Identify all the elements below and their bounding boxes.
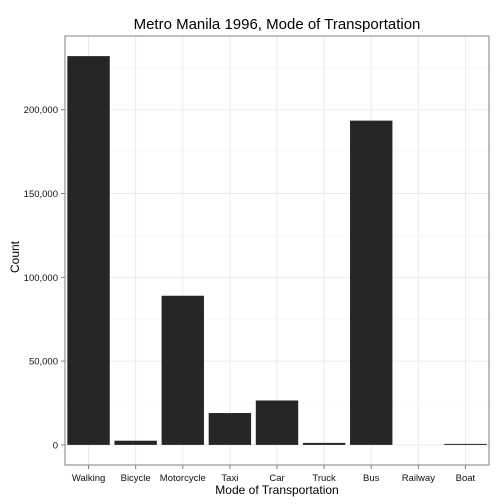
bar-walking [67,56,110,445]
y-tick-label: 0 [53,440,58,451]
chart-title: Metro Manila 1996, Mode of Transportatio… [134,16,421,33]
x-tick-label: Bus [363,473,380,484]
y-tick-label: 150,000 [24,189,58,200]
bar-bus [350,120,393,445]
y-tick-label: 100,000 [24,273,58,284]
x-tick-label: Railway [402,473,436,484]
x-tick-label: Motorcycle [160,473,206,484]
bar-motorcycle [161,295,204,445]
bar-taxi [208,413,252,445]
x-tick-label: Boat [456,473,476,484]
x-tick-label: Bicycle [121,473,151,484]
x-tick-label: Car [269,473,284,484]
x-tick-label: Walking [72,473,105,484]
y-axis-title: Count [8,240,22,273]
x-tick-label: Taxi [221,473,238,484]
x-axis-title: Mode of Transportation [215,483,338,497]
x-tick-label: Truck [312,473,336,484]
bar-truck [302,442,346,445]
bars [67,56,487,445]
bar-car [255,400,299,445]
y-tick-label: 200,000 [24,105,58,116]
y-tick-label: 50,000 [29,357,58,368]
axes: 0 50,000 100,000 150,000 200,000 Walking Bicyc… [24,105,476,484]
bar-bicycle [114,440,157,445]
bar-boat [444,443,487,445]
